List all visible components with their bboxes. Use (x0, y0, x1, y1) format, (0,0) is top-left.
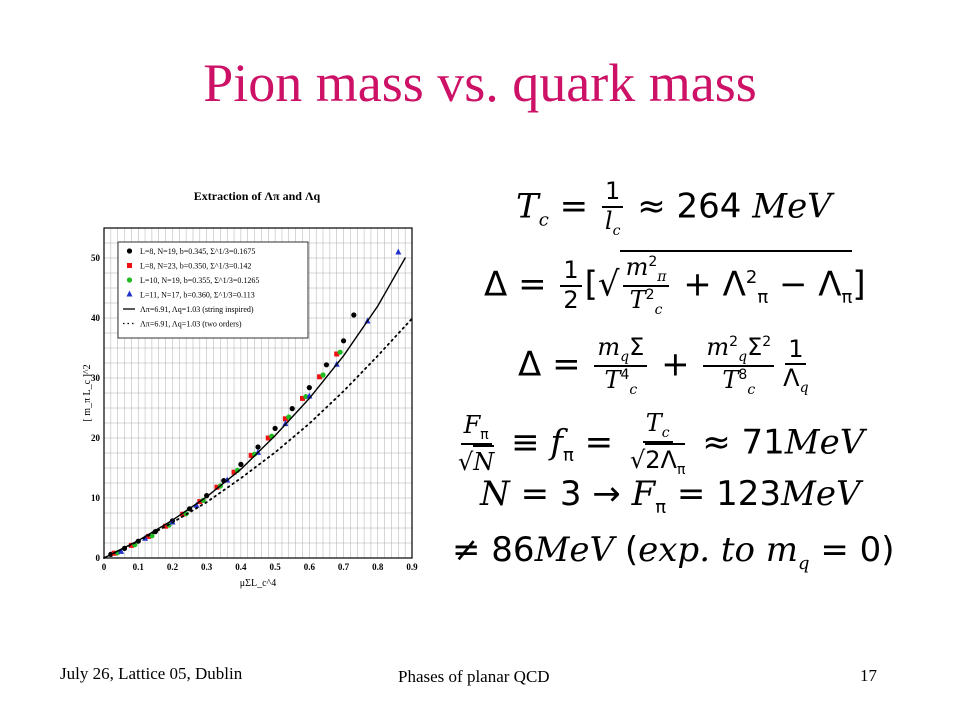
legend-box (117, 241, 309, 339)
legend-label: Λπ=6.91, Λq=1.03 (string inspired) (140, 305, 254, 314)
legend-label: L=8, N=19, b=0.345, Σ^1/3=0.1675 (140, 247, 255, 256)
legend-label: L=8, N=23, b=0.350, Σ^1/3=0.142 (140, 262, 251, 271)
data-point (214, 484, 220, 490)
y-tick-label: 20 (91, 433, 101, 443)
data-point (306, 385, 312, 391)
pion-mass-plot: Extraction of Λπ and Λq 0 0.1 0.2 0.3 0.4 0.5 0… (82, 189, 418, 589)
data-point (317, 374, 323, 380)
data-point (282, 416, 288, 422)
data-point (231, 469, 237, 475)
legend-marker (126, 248, 133, 254)
x-tick-label: 0.2 (167, 562, 179, 572)
x-axis-label: μΣL_c^4 (240, 578, 276, 589)
legend-label: Λπ=6.91, Λq=1.03 (two orders) (140, 320, 242, 329)
slide-title: Pion mass vs. quark mass (203, 53, 757, 113)
data-point (289, 406, 295, 412)
x-tick-label: 0 (102, 562, 107, 572)
data-point (255, 444, 261, 450)
data-point (169, 518, 176, 525)
data-point (337, 349, 343, 355)
equation-tc: Tc = 1 lc ≈ 264 MeV (516, 177, 832, 239)
equation-neq: ≠ 86MeV (exp. to mq = 0) (452, 530, 895, 574)
x-tick-label: 0.3 (201, 562, 213, 572)
x-tick-label: 0.7 (338, 562, 350, 572)
equation-fpi: Fπ √N ≡ fπ = Tc √2Λπ ≈ 71MeV (458, 409, 865, 478)
data-point (320, 372, 326, 378)
equation-delta-2: Δ = mqΣ T4c + m2qΣ2 T8c 1 Λq (518, 333, 809, 398)
data-point (265, 435, 271, 441)
x-tick-label: 0.8 (372, 562, 384, 572)
data-point (238, 461, 244, 467)
x-tick-label: 0.9 (406, 562, 418, 572)
data-point (334, 351, 340, 357)
footer-date-venue: July 26, Lattice 05, Dublin (60, 664, 243, 683)
plot-frame (103, 227, 413, 559)
y-tick-label: 0 (96, 553, 101, 563)
data-point (200, 497, 206, 503)
y-tick-label: 40 (91, 313, 101, 323)
data-point (323, 362, 330, 368)
x-tick-label: 0.6 (304, 562, 316, 572)
data-point (128, 542, 134, 548)
data-point (163, 523, 169, 529)
equation-n3: N = 3 → Fπ = 123MeV (480, 474, 861, 518)
data-point (299, 395, 305, 401)
legend-label: L=11, N=17, b=0.360, Σ^1/3=0.113 (140, 291, 255, 300)
data-point (340, 338, 347, 344)
data-point (282, 420, 289, 427)
fit-curve-4 (103, 257, 406, 559)
data-point (180, 511, 186, 517)
x-tick-label: 0.4 (235, 562, 247, 572)
data-point (351, 312, 357, 318)
legend-marker (126, 290, 133, 297)
data-point (272, 425, 278, 431)
fit-curve-5 (103, 317, 413, 559)
equation-delta-1: Δ = 1 2 [√ m2π T2c + Λ2π − Λπ] (484, 250, 866, 318)
y-axis-label: [ m_π L_c ]^2 (82, 364, 93, 421)
footer-talk-title: Phases of planar QCD (398, 667, 550, 686)
data-point (118, 547, 125, 554)
legend-marker (126, 277, 133, 283)
legend-label: L=10, N=19, b=0.355, Σ^1/3=0.1265 (140, 276, 259, 285)
data-point (193, 501, 200, 508)
y-tick-label: 50 (91, 253, 101, 263)
data-point (248, 452, 254, 458)
y-tick-label: 10 (91, 493, 101, 503)
legend-marker (127, 263, 132, 268)
data-point (251, 451, 258, 457)
page-number: 17 (860, 666, 877, 685)
y-tick-label: 30 (91, 373, 101, 383)
data-point (149, 533, 155, 539)
chart-title: Extraction of Λπ and Λq (194, 189, 321, 203)
x-tick-label: 0.5 (269, 562, 281, 572)
data-point (395, 248, 402, 255)
x-tick-label: 0.1 (133, 562, 145, 572)
